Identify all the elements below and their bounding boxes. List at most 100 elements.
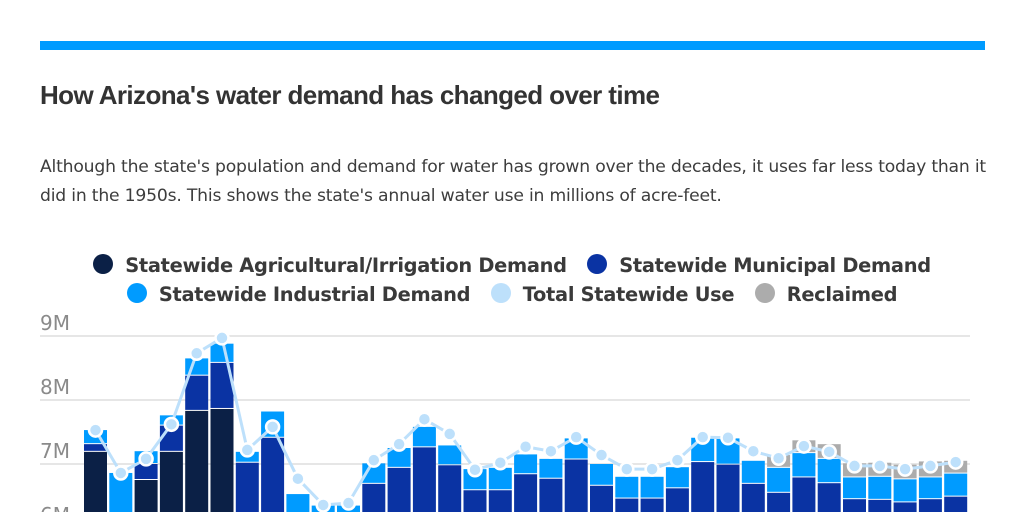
total-point-marker[interactable] — [897, 461, 913, 477]
legend-row-1: Statewide Agricultural/Irrigation Demand… — [0, 251, 1024, 280]
total-point-marker[interactable] — [188, 345, 205, 362]
bar-segment — [134, 480, 158, 512]
total-point-marker[interactable] — [720, 430, 736, 446]
bar-group[interactable] — [691, 437, 715, 512]
total-point-marker[interactable] — [366, 452, 382, 468]
legend-item-total[interactable]: Total Statewide Use — [490, 280, 735, 309]
bar-group[interactable] — [387, 448, 411, 512]
total-point-marker[interactable] — [467, 462, 483, 478]
legend-dot-agricultural-icon — [93, 254, 114, 274]
bar-group[interactable] — [615, 476, 639, 512]
bar-segment — [843, 499, 866, 512]
accent-bar — [40, 41, 985, 50]
total-point-marker[interactable] — [239, 442, 256, 458]
total-point-marker[interactable] — [416, 411, 433, 427]
total-point-marker[interactable] — [517, 438, 534, 455]
total-point-marker[interactable] — [846, 458, 863, 474]
legend-label: Statewide Municipal Demand — [619, 254, 931, 277]
total-point-marker[interactable] — [214, 330, 230, 346]
bar-group[interactable] — [362, 463, 386, 512]
total-point-marker[interactable] — [340, 495, 357, 511]
legend-label: Total Statewide Use — [522, 283, 735, 306]
total-point-marker[interactable] — [770, 450, 787, 466]
bar-group[interactable] — [286, 494, 310, 512]
bar-group[interactable] — [640, 476, 664, 512]
bar-group[interactable] — [210, 343, 234, 512]
total-point-marker[interactable] — [669, 452, 686, 468]
total-point-marker[interactable] — [264, 419, 281, 435]
total-point-marker[interactable] — [593, 447, 610, 463]
total-line — [87, 330, 964, 512]
bar-segment — [792, 477, 816, 512]
total-point-marker[interactable] — [315, 497, 331, 512]
total-point-marker[interactable] — [163, 416, 180, 433]
legend-item-reclaimed[interactable]: Reclaimed — [754, 280, 897, 309]
total-point-marker[interactable] — [796, 438, 812, 454]
total-point-marker[interactable] — [745, 443, 762, 459]
bar-segment — [817, 483, 841, 512]
bar-segment — [665, 488, 689, 512]
bar-segment — [640, 498, 664, 512]
bar-group[interactable] — [488, 467, 512, 512]
bar-group[interactable] — [438, 445, 462, 512]
bar-segment — [438, 465, 462, 512]
y-tick-label: 9M — [40, 311, 70, 335]
total-point-marker[interactable] — [113, 465, 129, 481]
bar-segment — [817, 458, 841, 483]
total-point-marker[interactable] — [644, 461, 660, 477]
bar-group[interactable] — [741, 460, 765, 512]
bar-segment — [84, 444, 107, 451]
legend-item-agricultural[interactable]: Statewide Agricultural/Irrigation Demand — [93, 251, 567, 280]
legend-row-2: Statewide Industrial Demand Total Statew… — [0, 280, 1024, 309]
legend-dot-total-icon — [490, 283, 511, 303]
total-point-marker[interactable] — [821, 444, 837, 460]
total-point-marker[interactable] — [441, 426, 458, 442]
bar-group[interactable] — [185, 358, 209, 512]
bar-segment — [767, 492, 791, 512]
bar-group[interactable] — [235, 451, 259, 512]
bar-segment — [868, 476, 892, 499]
total-point-marker[interactable] — [492, 454, 509, 471]
bar-segment — [387, 448, 411, 467]
bar-group[interactable] — [665, 467, 689, 512]
bar-segment — [261, 437, 285, 512]
bar-group[interactable] — [716, 438, 740, 512]
total-point-marker[interactable] — [543, 443, 559, 459]
legend-item-industrial[interactable]: Statewide Industrial Demand — [126, 280, 471, 309]
bar-segment — [564, 459, 588, 512]
bar-segment — [539, 478, 563, 512]
total-point-marker[interactable] — [87, 422, 104, 438]
bar-segment — [387, 467, 411, 512]
bar-group[interactable] — [564, 438, 588, 512]
legend-item-municipal[interactable]: Statewide Municipal Demand — [587, 251, 931, 280]
total-point-marker[interactable] — [947, 454, 964, 470]
bar-segment — [590, 464, 613, 485]
bar-segment — [564, 438, 588, 459]
bar-segment — [210, 343, 234, 362]
bar-segment — [210, 362, 234, 408]
bar-segment — [210, 408, 234, 512]
bar-segment — [590, 485, 613, 512]
total-point-marker[interactable] — [568, 429, 584, 445]
total-point-marker[interactable] — [872, 458, 888, 474]
total-point-marker[interactable] — [694, 429, 711, 445]
bar-segment — [514, 474, 538, 512]
y-tick-label: 8M — [40, 375, 70, 399]
bar-group[interactable] — [514, 454, 538, 512]
bar-segment — [944, 496, 968, 512]
total-point-marker[interactable] — [290, 470, 306, 487]
bar-group[interactable] — [412, 426, 436, 512]
bar-segment — [539, 458, 563, 478]
total-point-marker[interactable] — [138, 451, 154, 467]
bar-segment — [488, 467, 512, 490]
bar-segment — [893, 502, 917, 512]
bar-segment — [412, 426, 436, 447]
bar-group[interactable] — [109, 472, 133, 512]
y-axis: 9M 8M 7M 6M — [40, 311, 70, 512]
bar-group[interactable] — [590, 464, 613, 512]
total-point-marker[interactable] — [391, 436, 407, 452]
bar-segment — [412, 447, 436, 512]
total-point-marker[interactable] — [922, 458, 939, 474]
total-point-marker[interactable] — [619, 461, 635, 477]
bar-group[interactable] — [539, 458, 563, 512]
